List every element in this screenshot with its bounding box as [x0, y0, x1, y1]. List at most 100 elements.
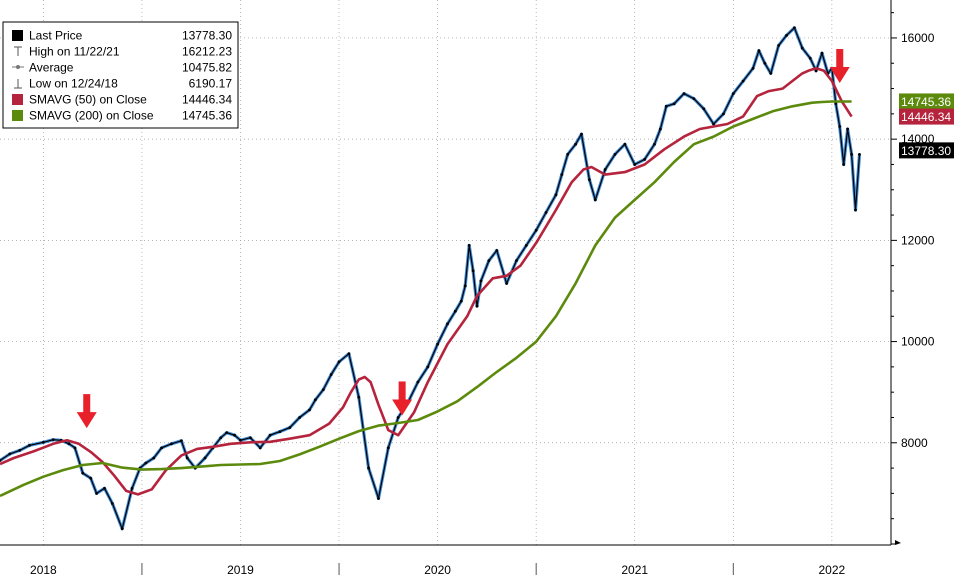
price-point [741, 79, 745, 83]
legend-label: High on 11/22/21 [29, 45, 120, 59]
price-point [467, 244, 471, 247]
price-point [593, 198, 597, 202]
legend-value: 14446.34 [182, 93, 232, 107]
price-point [248, 436, 252, 440]
price-point [800, 46, 804, 50]
price-point [81, 471, 85, 475]
low-tick-icon [14, 79, 22, 89]
price-point [751, 66, 755, 70]
arrow-shaft [83, 394, 91, 415]
price-point [653, 142, 656, 146]
price-point [763, 61, 767, 65]
price-point [337, 360, 341, 364]
price-point [603, 168, 607, 171]
value-tag-label: 13778.30 [901, 144, 951, 158]
annotations-layer [76, 48, 850, 429]
price-point [426, 365, 430, 369]
legend-swatch [12, 30, 23, 41]
price-point [463, 284, 467, 288]
value-tag [899, 108, 954, 125]
legend-value: 14745.36 [182, 109, 232, 123]
price-point [386, 446, 390, 450]
price-point [357, 395, 361, 399]
price-point [436, 342, 440, 346]
price-point [846, 127, 850, 131]
price-point [144, 461, 148, 465]
price-point [574, 142, 578, 146]
high-tick-icon [14, 46, 22, 56]
price-point [731, 92, 735, 96]
price-point [785, 34, 788, 37]
grid [0, 0, 891, 545]
legend-label: Last Price [29, 29, 83, 43]
x-tick-label: 2019 [227, 563, 254, 575]
price-point [239, 438, 242, 442]
arrow-head [76, 412, 97, 429]
value-tag-label: 14446.34 [901, 110, 951, 124]
legend-box [2, 21, 239, 129]
price-point [120, 527, 124, 531]
price-point [643, 158, 646, 161]
price-point [842, 163, 846, 166]
legend-value: 6190.17 [189, 77, 233, 91]
price-point [834, 102, 838, 106]
price-point [73, 446, 77, 450]
axis-arrow-icon [895, 540, 901, 545]
price-point [298, 416, 302, 419]
price-point [793, 26, 796, 30]
x-tick-label: 2021 [621, 563, 648, 575]
legend-label: SMAVG (200) on Close [29, 109, 154, 123]
x-tick-label: 2022 [819, 563, 846, 575]
price-point [185, 456, 189, 460]
price-point [505, 281, 509, 285]
price-point [580, 132, 583, 136]
price-point [321, 388, 325, 392]
price-point [367, 466, 371, 470]
price-point [854, 208, 857, 212]
price-point [682, 92, 686, 96]
price-point [233, 433, 236, 437]
price-point [89, 476, 93, 480]
sma50-line [0, 67, 853, 496]
price-point [633, 163, 637, 166]
y-tick-label: 16000 [901, 31, 935, 45]
value-tag-label: 14745.36 [901, 95, 951, 109]
price-point [487, 259, 491, 263]
price-point [664, 104, 668, 108]
price-point [225, 431, 229, 435]
price-point [377, 497, 380, 500]
price-point [219, 436, 223, 440]
price-point [396, 416, 400, 419]
price-point [858, 152, 861, 156]
x-tick-label: 2018 [30, 563, 57, 575]
price-point [313, 398, 317, 402]
x-tick-label: 2020 [424, 563, 451, 575]
price-point [152, 456, 156, 460]
arrow-head [829, 66, 850, 83]
price-point [288, 426, 292, 429]
price-point [95, 491, 98, 495]
price-point [8, 452, 12, 456]
price-point [566, 152, 570, 156]
price-point [179, 439, 183, 443]
price-point [769, 71, 773, 75]
price-point [471, 269, 475, 273]
price-point [702, 107, 706, 111]
price-point [130, 486, 134, 490]
price-point [41, 440, 45, 444]
price-point [268, 433, 272, 437]
price-point [28, 443, 31, 447]
price-point [658, 127, 662, 131]
price-point [623, 142, 627, 146]
price-point [416, 380, 420, 384]
price-point [0, 459, 2, 462]
y-tick-label: 12000 [901, 233, 935, 247]
price-point [347, 352, 351, 356]
price-point [258, 446, 262, 450]
price-point [613, 152, 617, 156]
price-point [278, 430, 282, 434]
price-point [777, 44, 781, 47]
y-tick-label: 10000 [901, 335, 935, 349]
down-arrow-icon [392, 381, 413, 416]
